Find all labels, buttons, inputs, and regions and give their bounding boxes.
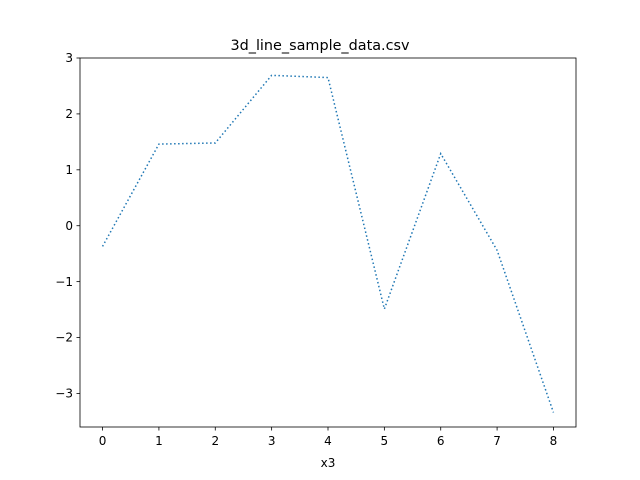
y-tick-label: −3 bbox=[55, 387, 73, 401]
x-axis: 0 1 2 3 4 5 6 7 8 bbox=[99, 427, 558, 448]
y-tick-label: 1 bbox=[65, 163, 73, 177]
x-tick-label: 1 bbox=[155, 434, 163, 448]
x-tick-label: 0 bbox=[99, 434, 107, 448]
x-tick-label: 7 bbox=[493, 434, 501, 448]
x-tick-label: 2 bbox=[211, 434, 219, 448]
x-tick-label: 6 bbox=[437, 434, 445, 448]
x-tick-label: 5 bbox=[381, 434, 389, 448]
y-tick-label: −2 bbox=[55, 331, 73, 345]
y-tick-label: 3 bbox=[65, 51, 73, 65]
x-tick-label: 4 bbox=[324, 434, 332, 448]
y-axis: 3 2 1 0 −1 −2 −3 bbox=[55, 51, 80, 401]
x-tick-label: 8 bbox=[550, 434, 558, 448]
plot-area bbox=[101, 74, 555, 413]
x-tick-label: 3 bbox=[268, 434, 276, 448]
y-tick-label: 0 bbox=[65, 219, 73, 233]
y-tick-label: −1 bbox=[55, 275, 73, 289]
axes-frame bbox=[79, 57, 577, 428]
chart-title: 3d_line_sample_data.csv bbox=[230, 38, 410, 54]
x-axis-label: x3 bbox=[321, 456, 336, 470]
y-tick-label: 2 bbox=[65, 107, 73, 121]
series-line bbox=[101, 74, 555, 413]
